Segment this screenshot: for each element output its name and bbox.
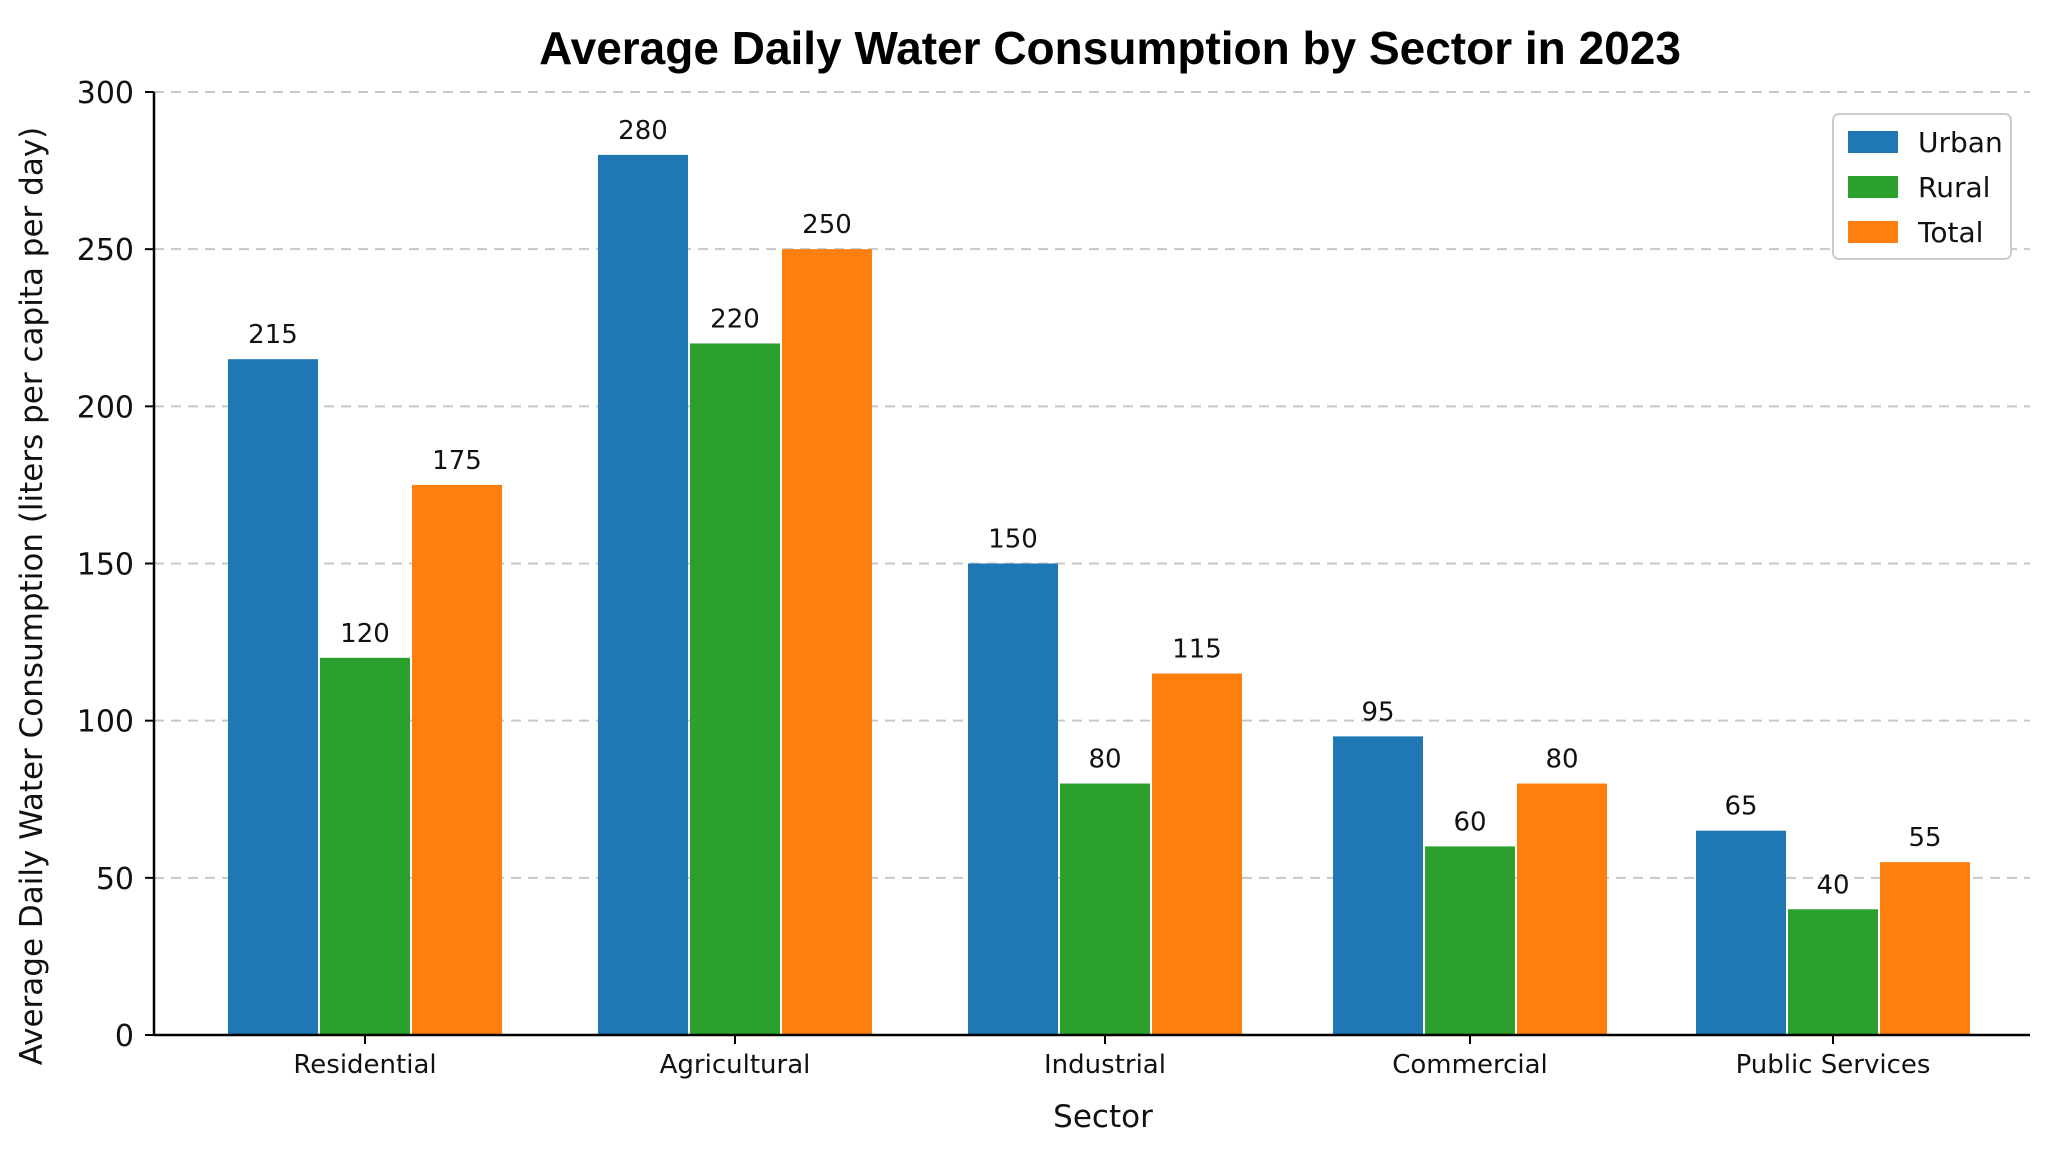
data-label: 175 [432, 446, 482, 476]
data-label: 65 [1724, 792, 1757, 822]
bar-rural [1060, 783, 1150, 1035]
legend-label: Total [1917, 216, 1983, 249]
y-tick-label: 100 [77, 705, 134, 740]
y-axis-label: Average Daily Water Consumption (liters … [14, 127, 50, 1066]
x-axis-label: Sector [1053, 1099, 1153, 1135]
bar-rural [1425, 846, 1515, 1035]
bar-urban [968, 563, 1058, 1035]
data-label: 95 [1361, 697, 1394, 727]
x-tick-label: Industrial [1044, 1050, 1166, 1080]
legend-swatch-rural [1848, 176, 1898, 198]
y-tick-label: 150 [77, 548, 134, 583]
data-label: 280 [618, 116, 668, 146]
data-label: 120 [340, 619, 390, 649]
legend-swatch-urban [1848, 131, 1898, 153]
legend-label: Urban [1918, 126, 2003, 159]
data-label: 60 [1453, 807, 1486, 837]
axes: 0 50 100 150 200 250 300 Residential Agricultura… [77, 76, 2030, 1080]
x-tick-label: Public Services [1736, 1050, 1931, 1080]
data-labels: 215 280 150 95 65 120 220 80 60 40 175 250 115 80 55 [248, 116, 1941, 900]
x-tick-label: Commercial [1392, 1050, 1548, 1080]
data-label: 250 [802, 210, 852, 240]
data-label: 55 [1908, 823, 1941, 853]
bar-total [412, 484, 502, 1036]
data-label: 220 [710, 304, 760, 334]
data-label: 215 [248, 320, 298, 350]
chart-title: Average Daily Water Consumption by Secto… [539, 22, 1681, 74]
y-tick-label: 0 [115, 1019, 134, 1054]
legend-swatch-total [1848, 221, 1898, 243]
data-label: 80 [1088, 745, 1121, 775]
bar-urban [1696, 830, 1786, 1035]
y-tick-label: 300 [77, 76, 134, 111]
bar-total [1880, 862, 1970, 1035]
data-label: 150 [988, 525, 1038, 555]
bars [228, 154, 1970, 1036]
y-tick-label: 50 [96, 862, 134, 897]
bar-rural [1788, 909, 1878, 1035]
bar-total [1152, 673, 1242, 1035]
y-tick-label: 200 [77, 390, 134, 425]
bar-rural [690, 343, 780, 1035]
bar-total [782, 249, 872, 1035]
bar-total [1517, 783, 1607, 1035]
data-label: 80 [1545, 745, 1578, 775]
bar-urban [228, 359, 318, 1035]
data-label: 40 [1816, 870, 1849, 900]
bar-urban [1333, 736, 1423, 1035]
legend-label: Rural [1918, 171, 1990, 204]
x-tick-label: Residential [293, 1050, 436, 1080]
bar-rural [320, 657, 410, 1035]
bar-urban [598, 154, 688, 1035]
x-tick-label: Agricultural [660, 1050, 811, 1080]
legend: Urban Rural Total [1832, 113, 2012, 260]
data-label: 115 [1172, 635, 1222, 665]
y-tick-label: 250 [77, 233, 134, 268]
